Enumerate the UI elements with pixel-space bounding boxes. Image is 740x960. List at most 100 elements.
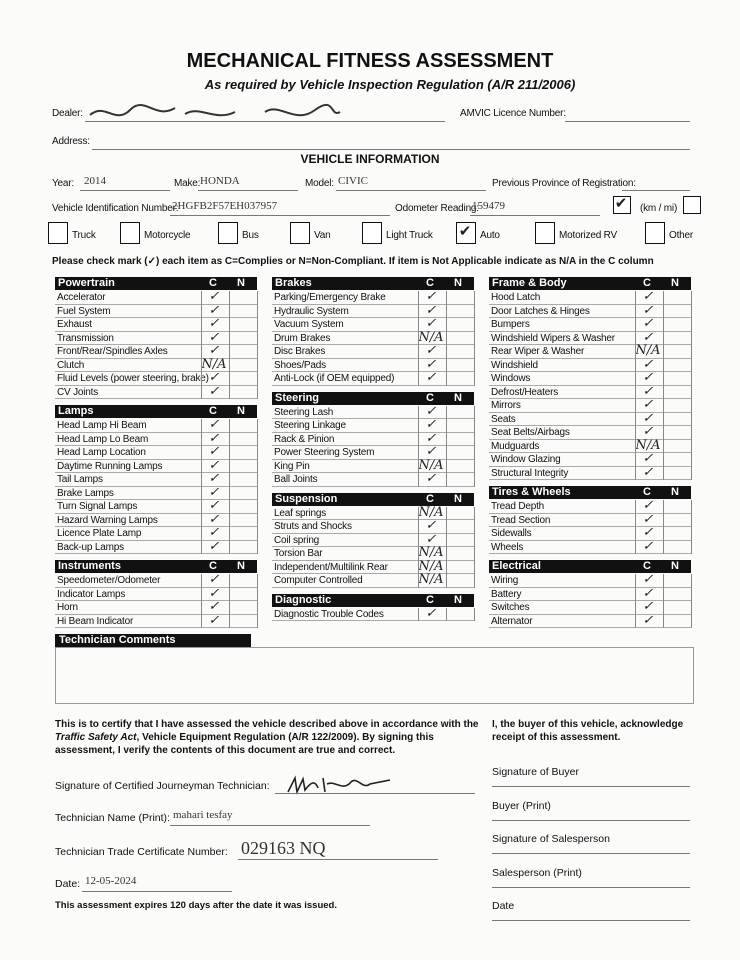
item-label: Rear Wiper & Washer: [491, 346, 585, 357]
item-mark: ✓: [642, 383, 654, 399]
item-mark: ✓: [642, 612, 654, 628]
item-label: Indicator Lamps: [57, 588, 126, 600]
field-line: [622, 190, 690, 191]
field-line: [565, 121, 690, 122]
dealer-label: Dealer:: [52, 108, 83, 119]
row-line: [272, 559, 474, 561]
row-line: [489, 627, 691, 628]
item-label: Accelerator: [57, 292, 106, 303]
row-line: [489, 512, 691, 514]
row-line: [489, 438, 691, 440]
item-mark: ✓: [642, 451, 654, 466]
item-mark: ✓: [425, 289, 437, 304]
comments-header: Technician Comments: [55, 634, 251, 647]
field-line: [92, 149, 690, 150]
row-line: [489, 317, 691, 318]
section-header: [55, 560, 257, 573]
section-title: Tires & Wheels: [492, 486, 571, 498]
item-mark: ✓: [208, 444, 220, 459]
type-checkbox: [120, 222, 140, 244]
row-line: [272, 458, 474, 460]
row-line: [55, 512, 257, 514]
unit-label: (km / mi): [640, 203, 678, 214]
field-line: [470, 215, 600, 216]
type-checkbox: [218, 222, 238, 244]
section-title: Steering: [275, 391, 320, 404]
c-header: C: [209, 560, 217, 572]
row-line: [272, 303, 474, 305]
redaction-scribble: [89, 103, 341, 117]
item-mark: ✓: [642, 572, 654, 587]
type-checkbox: [290, 222, 310, 244]
row-line: [55, 398, 257, 399]
item-mark: ✓: [208, 511, 220, 527]
column-divider: [446, 405, 447, 487]
item-label: Parking/Emergency Brake: [274, 292, 386, 303]
item-label: Computer Controlled: [274, 575, 363, 586]
row-line: [489, 613, 691, 615]
title: MECHANICAL FITNESS ASSESSMENT: [186, 50, 554, 72]
buyer-field-label: Signature of Buyer: [492, 766, 579, 778]
item-label: Licence Plate Lamp: [57, 528, 142, 539]
item-label: Hi Beam Indicator: [57, 615, 134, 627]
section-header: [489, 277, 691, 290]
item-mark: ✓: [208, 343, 220, 358]
c-header: C: [209, 405, 217, 417]
item-label: Defrost/Heaters: [491, 386, 559, 398]
row-line: [272, 344, 474, 345]
field-label: Date:: [55, 878, 81, 890]
item-mark: ✓: [208, 471, 220, 486]
item-mark: ✓: [208, 430, 220, 446]
item-label: Coil spring: [274, 534, 320, 546]
model-label: Model:: [305, 178, 334, 189]
field-line: [170, 215, 390, 216]
make-value: HONDA: [200, 175, 240, 187]
item-label: Horn: [57, 602, 78, 613]
section-title: Electrical: [492, 560, 541, 572]
row-line: [55, 445, 257, 446]
item-mark: ✓: [425, 316, 437, 331]
row-line: [272, 445, 474, 446]
column-divider: [691, 574, 692, 628]
field-line: [492, 819, 690, 821]
row-line: [489, 586, 691, 588]
section-header: [272, 593, 474, 607]
item-label: Anti-Lock (if OEM equipped): [274, 373, 395, 384]
type-checkbox: [456, 222, 476, 244]
item-label: Vacuum System: [274, 319, 344, 330]
column-divider: [418, 607, 419, 621]
c-header: C: [643, 277, 651, 289]
row-line: [272, 485, 474, 487]
item-mark: ✓: [642, 397, 654, 412]
vin-value: 2HGFB2F57EH037957: [172, 200, 278, 212]
n-header: N: [454, 391, 462, 404]
type-label: Auto: [480, 230, 500, 241]
item-label: Transmission: [57, 332, 114, 344]
item-mark: ✓: [642, 498, 654, 513]
column-divider: [474, 291, 475, 386]
item-mark: N/A: [418, 558, 444, 574]
row-line: [55, 458, 257, 460]
item-mark: ✓: [642, 538, 654, 554]
item-mark: ✓: [208, 289, 220, 304]
row-line: [55, 485, 257, 487]
text: , Vehicle Equipment Regulation (A/R 122/…: [55, 732, 434, 756]
type-label: Motorcycle: [144, 230, 191, 241]
item-mark: ✓: [208, 572, 220, 587]
column-divider: [474, 607, 475, 621]
province-label: Previous Province of Registration:: [492, 178, 636, 189]
field-line: [82, 891, 232, 892]
address-label: Address:: [52, 136, 90, 147]
type-label: Other: [669, 230, 694, 241]
row-line: [272, 620, 474, 621]
section-header: [272, 492, 474, 506]
row-line: [489, 539, 691, 541]
item-label: Structural Integrity: [491, 467, 569, 479]
item-label: Windshield Wipers & Washer: [491, 332, 615, 344]
section-header: [272, 391, 474, 405]
type-checkbox: [645, 222, 665, 244]
field-line: [198, 190, 298, 191]
column-divider: [474, 506, 475, 588]
item-mark: ✓: [425, 518, 437, 533]
type-label: Van: [314, 230, 331, 241]
